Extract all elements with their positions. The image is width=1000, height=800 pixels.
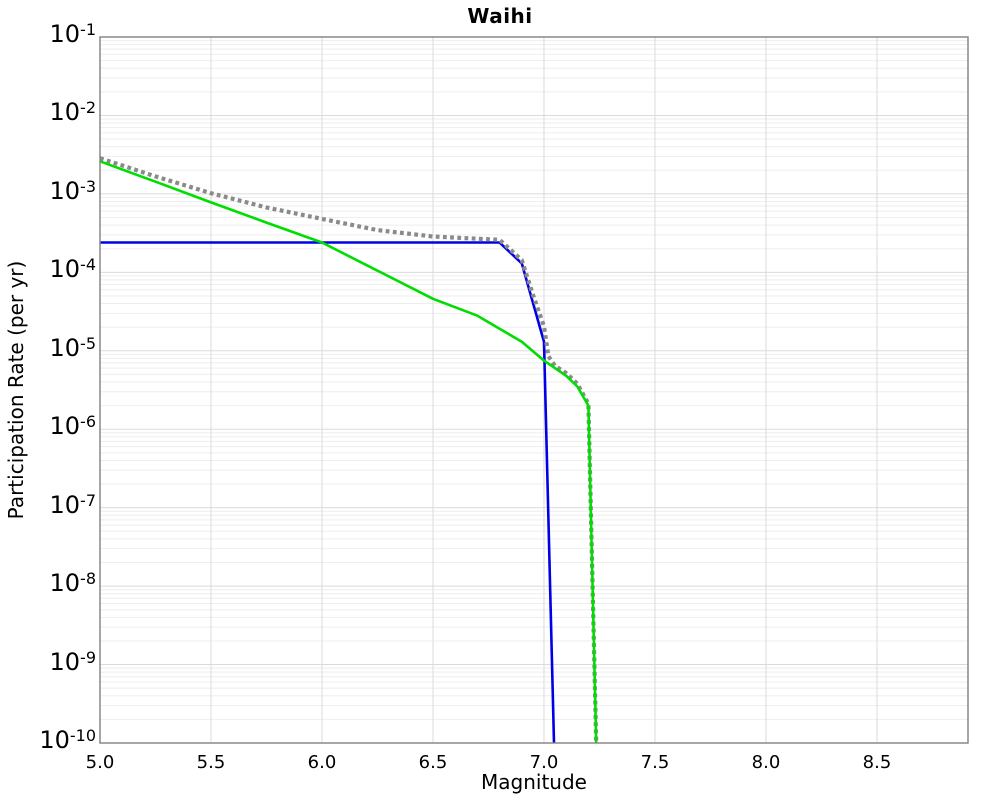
y-tick-label: 10-8 (49, 568, 97, 597)
y-axis-tick-labels: 10-1 10-2 10-3 10-4 10-5 10-6 10-7 10-8 10-9 10-1… (0, 0, 96, 800)
x-tick-label: 5.0 (85, 752, 115, 773)
y-tick-label: 10-6 (49, 412, 97, 441)
data-series (100, 156, 599, 743)
y-tick-label: 10-10 (39, 725, 96, 754)
y-tick-label: 10-4 (49, 255, 97, 284)
x-tick-label: 7.5 (640, 752, 670, 773)
plot-border (99, 36, 969, 744)
y-tick-label: 10-1 (49, 19, 97, 48)
y-tick-label: 10-3 (49, 176, 97, 205)
y-tick-label: 10-2 (49, 98, 97, 127)
x-tick-label: 8.5 (862, 752, 892, 773)
y-tick-label: 10-7 (49, 490, 97, 519)
y-tick-label: 10-5 (49, 333, 97, 362)
series-grey-dotted-total (100, 156, 599, 743)
series-green-solid (100, 160, 598, 743)
x-tick-label: 8.0 (751, 752, 781, 773)
major-gridlines (100, 37, 968, 743)
chart-title: Waihi (467, 4, 533, 28)
x-axis-label: Magnitude (481, 770, 587, 794)
y-tick-label: 10-9 (49, 647, 97, 676)
x-tick-label: 5.5 (196, 752, 226, 773)
x-tick-label: 7.0 (529, 752, 559, 773)
x-tick-label: 6.5 (418, 752, 448, 773)
minor-gridlines (100, 40, 968, 720)
x-tick-label: 6.0 (307, 752, 337, 773)
